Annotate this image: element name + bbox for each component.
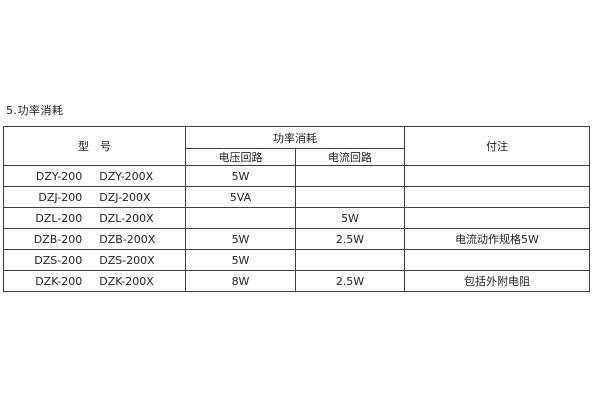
model-pair: DZY-200 DZY-200X [6,170,183,183]
column-header-model: 型 号 [3,126,186,166]
column-header-power-group: 功率消耗 [185,126,405,149]
model-name: DZY-200 [35,169,83,183]
model-pair: DZL-200 DZL-200X [6,212,183,225]
model-name: DZK-200 [35,274,83,288]
note-cell: 电流动作规格5W [404,228,590,250]
table-row: DZJ-200 DZJ-200X 5VA [3,186,590,208]
model-cell: DZL-200 DZL-200X [3,207,186,229]
column-header-current-circuit: 电流回路 [295,148,405,166]
model-name-variant: DZS-200X [99,253,155,267]
model-name: DZS-200 [34,253,83,267]
power-consumption-table: 型 号 功率消耗 付注 电压回路 电流回路 DZY-200 DZY-200X 5… [3,126,590,292]
column-header-voltage-circuit: 电压回路 [185,148,296,166]
model-name: DZB-200 [33,232,83,246]
model-cell: DZY-200 DZY-200X [3,165,186,187]
table-row: DZL-200 DZL-200X 5W [3,207,590,229]
current-cell [295,249,405,271]
voltage-cell [185,207,296,229]
model-pair: DZJ-200 DZJ-200X [6,191,183,204]
model-name-variant: DZJ-200X [99,190,151,204]
note-cell [404,186,590,208]
note-cell [404,249,590,271]
note-cell: 包括外附电阻 [404,270,590,292]
voltage-cell: 5VA [185,186,296,208]
note-cell [404,165,590,187]
model-pair: DZK-200 DZK-200X [6,275,183,288]
voltage-cell: 5W [185,249,296,271]
current-cell: 2.5W [295,270,405,292]
table-header-row-top: 型 号 功率消耗 付注 [3,126,590,166]
model-name: DZJ-200 [38,190,83,204]
column-header-note: 付注 [404,126,590,166]
model-name-variant: DZL-200X [99,211,154,225]
model-pair: DZB-200 DZB-200X [6,233,183,246]
model-cell: DZS-200 DZS-200X [3,249,186,271]
current-cell: 5W [295,207,405,229]
voltage-cell: 5W [185,165,296,187]
section-heading: 5.功率消耗 [6,104,64,117]
model-cell: DZJ-200 DZJ-200X [3,186,186,208]
table-row: DZB-200 DZB-200X 5W 2.5W 电流动作规格5W [3,228,590,250]
table-row: DZK-200 DZK-200X 8W 2.5W 包括外附电阻 [3,270,590,292]
table-row: DZY-200 DZY-200X 5W [3,165,590,187]
model-name-variant: DZY-200X [99,169,154,183]
model-pair: DZS-200 DZS-200X [6,254,183,267]
model-cell: DZB-200 DZB-200X [3,228,186,250]
model-name-variant: DZK-200X [99,274,154,288]
current-cell: 2.5W [295,228,405,250]
model-cell: DZK-200 DZK-200X [3,270,186,292]
current-cell [295,165,405,187]
model-name: DZL-200 [35,211,83,225]
voltage-cell: 8W [185,270,296,292]
model-name-variant: DZB-200X [99,232,156,246]
note-cell [404,207,590,229]
voltage-cell: 5W [185,228,296,250]
table-row: DZS-200 DZS-200X 5W [3,249,590,271]
current-cell [295,186,405,208]
